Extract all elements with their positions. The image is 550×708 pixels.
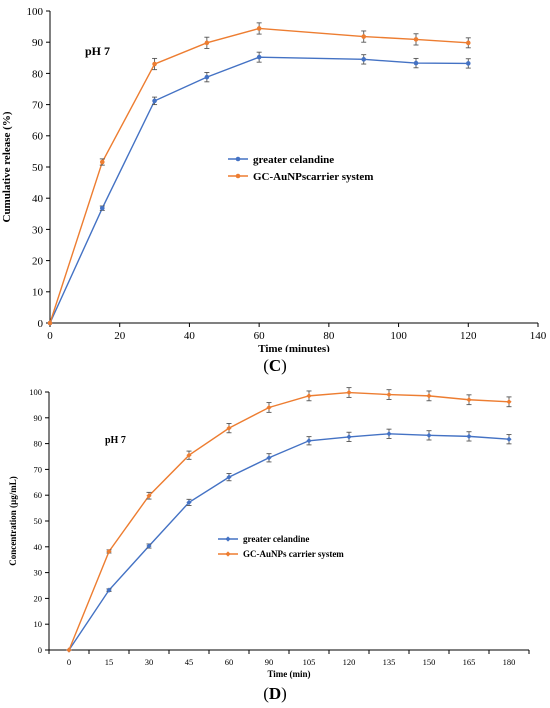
x-tick-label: 60: [225, 657, 234, 667]
y-tick-label: 20: [32, 255, 44, 267]
series-line-2: [49, 27, 469, 324]
x-tick-label: 60: [254, 330, 266, 342]
data-point: [146, 493, 152, 499]
data-point: [361, 57, 367, 62]
series-line-1: [68, 433, 510, 651]
data-point: [346, 389, 352, 396]
data-point: [256, 54, 262, 60]
data-point: [266, 455, 272, 461]
y-tick-label: 0: [38, 318, 44, 330]
x-axis-title: Time (minutes): [258, 343, 330, 352]
y-tick-label: 90: [32, 37, 44, 49]
x-tick-label: 45: [185, 657, 194, 667]
data-point: [361, 34, 367, 39]
panel-label-d: (D): [263, 684, 287, 703]
data-point: [66, 647, 72, 653]
chart-d: 0 10 20 30 40 50 60 70 80 90 100 0 15 30 45 60 90 105 120 1…: [8, 387, 530, 679]
x-tick-label: 40: [184, 330, 196, 342]
legend-marker-2: [235, 173, 241, 179]
x-tick-label: 15: [105, 657, 114, 667]
x-axis-title: Time (min): [267, 669, 310, 679]
data-point: [47, 320, 53, 326]
x-tick-label: 135: [383, 657, 396, 667]
panel-label-c: (C): [263, 356, 287, 375]
legend-marker-1: [235, 156, 241, 162]
data-point: [386, 431, 392, 437]
data-point: [413, 60, 419, 66]
legend-label-1: greater celandine: [243, 534, 309, 544]
data-point: [506, 436, 512, 442]
data-point: [306, 438, 312, 444]
y-tick-label: 30: [34, 568, 43, 578]
ph-annotation: pH 7: [105, 435, 126, 446]
x-tick-label: 20: [114, 330, 126, 342]
data-point: [465, 61, 471, 66]
legend-label-1: greater celandine: [253, 154, 334, 166]
x-tick-label: 0: [47, 330, 53, 342]
data-point: [466, 397, 472, 403]
x-tick-label: 100: [390, 330, 407, 342]
y-tick-label: 10: [32, 287, 44, 299]
x-tick-label: 90: [265, 657, 274, 667]
data-point: [426, 393, 432, 399]
legend-label-2: GC-AuNPscarrier system: [253, 171, 373, 183]
data-point: [226, 425, 232, 431]
y-tick-label: 10: [34, 619, 43, 629]
x-tick-label: 0: [67, 657, 71, 667]
data-point: [306, 393, 312, 399]
y-tick-label: 50: [34, 516, 43, 526]
legend-marker-2: [225, 551, 231, 557]
data-point: [506, 399, 512, 405]
y-tick-label: 90: [34, 413, 43, 423]
y-tick-label: 0: [38, 645, 42, 655]
data-point: [466, 433, 472, 439]
data-point: [146, 543, 152, 549]
y-tick-label: 50: [32, 162, 44, 174]
data-point: [465, 40, 471, 46]
y-tick-label: 70: [32, 99, 44, 111]
data-point: [266, 404, 272, 411]
legend-label-2: GC-AuNPs carrier system: [243, 549, 344, 559]
data-point: [99, 205, 105, 211]
x-tick-label: 30: [145, 657, 154, 667]
legend-marker-1: [225, 536, 231, 542]
x-tick-label: 120: [460, 330, 477, 342]
y-axis-title: Concentration (µg/mL): [8, 476, 18, 565]
data-point: [426, 432, 432, 438]
data-point: [256, 26, 262, 31]
x-tick-label: 105: [303, 657, 316, 667]
data-point: [152, 98, 157, 104]
data-point: [152, 61, 157, 67]
y-tick-label: 80: [32, 68, 44, 80]
y-tick-label: 100: [29, 387, 42, 397]
data-point: [106, 548, 112, 555]
x-tick-label: 165: [463, 657, 476, 667]
x-tick-label: 140: [530, 330, 547, 342]
y-axis-title: Cumulative release (%): [1, 111, 13, 222]
data-point: [204, 74, 210, 80]
series-line-2: [68, 391, 510, 651]
data-point: [346, 434, 352, 440]
x-tick-label: 180: [503, 657, 516, 667]
data-point: [386, 391, 392, 398]
y-tick-label: 80: [34, 439, 43, 449]
data-point: [99, 159, 105, 165]
y-tick-label: 30: [32, 224, 44, 236]
y-tick-label: 100: [27, 6, 44, 18]
y-tick-label: 60: [34, 490, 43, 500]
x-tick-label: 150: [423, 657, 436, 667]
x-tick-label: 80: [323, 330, 335, 342]
y-tick-label: 40: [34, 542, 43, 552]
chart-c: 0 10 20 30 40 50 60 70 80 90 100 0 20 40 60 80 100 120 140…: [1, 6, 547, 352]
data-point: [204, 40, 210, 46]
x-tick-label: 120: [343, 657, 356, 667]
y-tick-label: 60: [32, 131, 44, 143]
ph-annotation: pH 7: [85, 44, 110, 58]
y-tick-label: 40: [32, 193, 44, 205]
y-tick-label: 70: [34, 464, 43, 474]
data-point: [413, 37, 419, 42]
series-line-1: [49, 56, 469, 324]
y-tick-label: 20: [34, 593, 43, 603]
